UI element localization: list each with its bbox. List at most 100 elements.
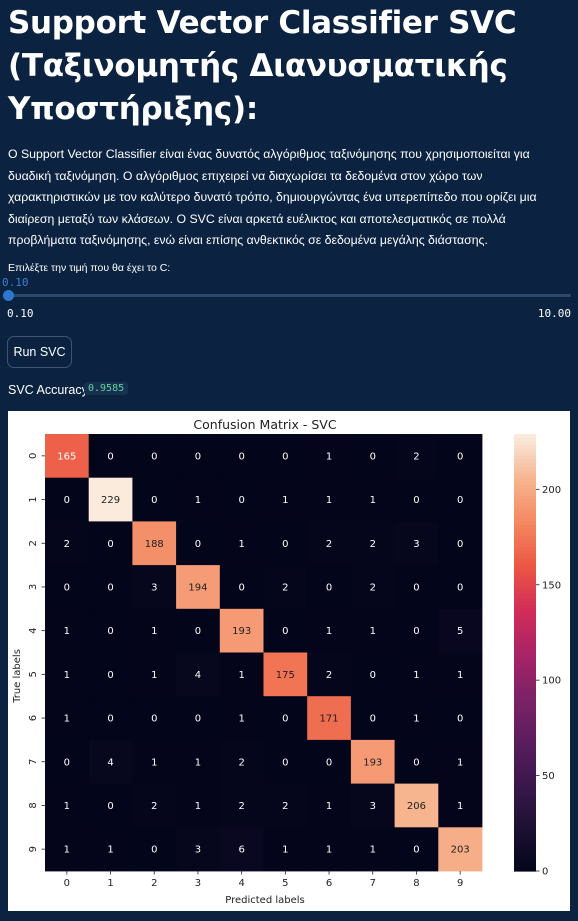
colorbar-segment [514,605,536,609]
colorbar-segment [514,452,536,456]
colorbar-segment [514,434,536,438]
cell-value-label: 1 [64,845,70,856]
cell-value-label: 3 [370,801,376,812]
cell-value-label: 1 [151,626,157,637]
cell-value-label: 1 [195,495,201,506]
colorbar-segment [514,656,536,660]
colorbar-tick-label: 150 [542,580,561,591]
cell-value-label: 1 [326,845,332,856]
colorbar-segment [514,867,536,871]
colorbar-segment [514,569,536,573]
y-tick-label: 1 [28,496,39,502]
cell-value-label: 0 [107,582,113,593]
colorbar-segment [514,572,536,576]
cell-value-label: 0 [326,582,332,593]
colorbar-segment [514,598,536,602]
colorbar-segment [514,540,536,544]
colorbar-segment [514,744,536,748]
colorbar-segment [514,478,536,482]
run-svc-button[interactable]: Run SVC [7,336,72,368]
cell-value-label: 1 [64,626,70,637]
cell-value-label: 206 [407,801,426,812]
colorbar-segment [514,551,536,555]
cell-value-label: 2 [282,582,288,593]
cell-value-label: 1 [238,714,244,725]
cell-value-label: 2 [326,539,332,550]
cell-value-label: 175 [276,670,295,681]
y-tick-label: 6 [28,715,39,721]
colorbar-segment [514,671,536,675]
cell-value-label: 1 [195,801,201,812]
colorbar-segment [514,529,536,533]
x-tick-label: 8 [413,878,419,889]
cell-value-label: 0 [195,539,201,550]
cell-value-label: 1 [282,495,288,506]
colorbar-segment [514,642,536,646]
cell-value-label: 1 [326,626,332,637]
cell-value-label: 0 [107,539,113,550]
cell-value-label: 0 [195,714,201,725]
colorbar-segment [514,824,536,828]
colorbar-segment [514,481,536,485]
y-tick-labels: 0123456789 [28,453,45,853]
colorbar-segment [514,638,536,642]
y-tick-label: 3 [28,584,39,590]
colorbar-segment [514,765,536,769]
colorbar-segment [514,634,536,638]
colorbar-segment [514,733,536,737]
x-tick-label: 7 [370,878,376,889]
cell-value-label: 0 [107,626,113,637]
colorbar-segment [514,510,536,514]
cell-value-label: 1 [326,495,332,506]
cell-value-label: 2 [238,757,244,768]
cell-value-label: 1 [151,757,157,768]
c-slider-max-label: 10.00 [538,307,571,320]
colorbar-segment [514,780,536,784]
cell-value-label: 0 [413,495,419,506]
colorbar-segment [514,714,536,718]
cell-value-label: 0 [107,714,113,725]
cell-value-label: 3 [413,539,419,550]
heatmap-cells: 165 0 0 0 0 0 1 0 2 00 229 0 1 0 1 1 1 0 02 0 188 0 1 0 2 2 3 00 0 3 1… [45,434,482,871]
colorbar-segment [514,492,536,496]
colorbar-segment [514,849,536,853]
colorbar-segment [514,856,536,860]
colorbar-segment [514,609,536,613]
y-tick-label: 8 [28,802,39,808]
colorbar-segment [514,838,536,842]
colorbar-segment [514,653,536,657]
cell-value-label: 0 [238,495,244,506]
cell-value-label: 0 [151,714,157,725]
colorbar-segment [514,791,536,795]
colorbar-segment [514,631,536,635]
c-slider-track[interactable] [7,294,571,297]
cell-value-label: 2 [370,582,376,593]
colorbar-segment [514,758,536,762]
cell-value-label: 0 [413,845,419,856]
cell-value-label: 1 [457,757,463,768]
c-slider-handle[interactable] [3,290,14,301]
colorbar-segment [514,754,536,758]
colorbar-segment [514,700,536,704]
y-tick-label: 4 [28,627,39,633]
colorbar-segment [514,612,536,616]
x-tick-label: 3 [195,878,201,889]
cell-value-label: 0 [282,451,288,462]
colorbar-tick-label: 50 [542,771,555,782]
c-slider-value: 0.10 [2,276,29,289]
colorbar-segment [514,514,536,518]
cell-value-label: 0 [413,757,419,768]
colorbar-segment [514,729,536,733]
colorbar-segment [514,802,536,806]
colorbar-segment [514,485,536,489]
cell-value-label: 1 [413,714,419,725]
colorbar-segment [514,693,536,697]
cell-value-label: 2 [370,539,376,550]
colorbar-segment [514,784,536,788]
cell-value-label: 0 [107,670,113,681]
colorbar-segment [514,525,536,529]
cell-value-label: 194 [188,582,207,593]
cell-value-label: 1 [457,670,463,681]
colorbar-segment [514,805,536,809]
colorbar-segment [514,696,536,700]
